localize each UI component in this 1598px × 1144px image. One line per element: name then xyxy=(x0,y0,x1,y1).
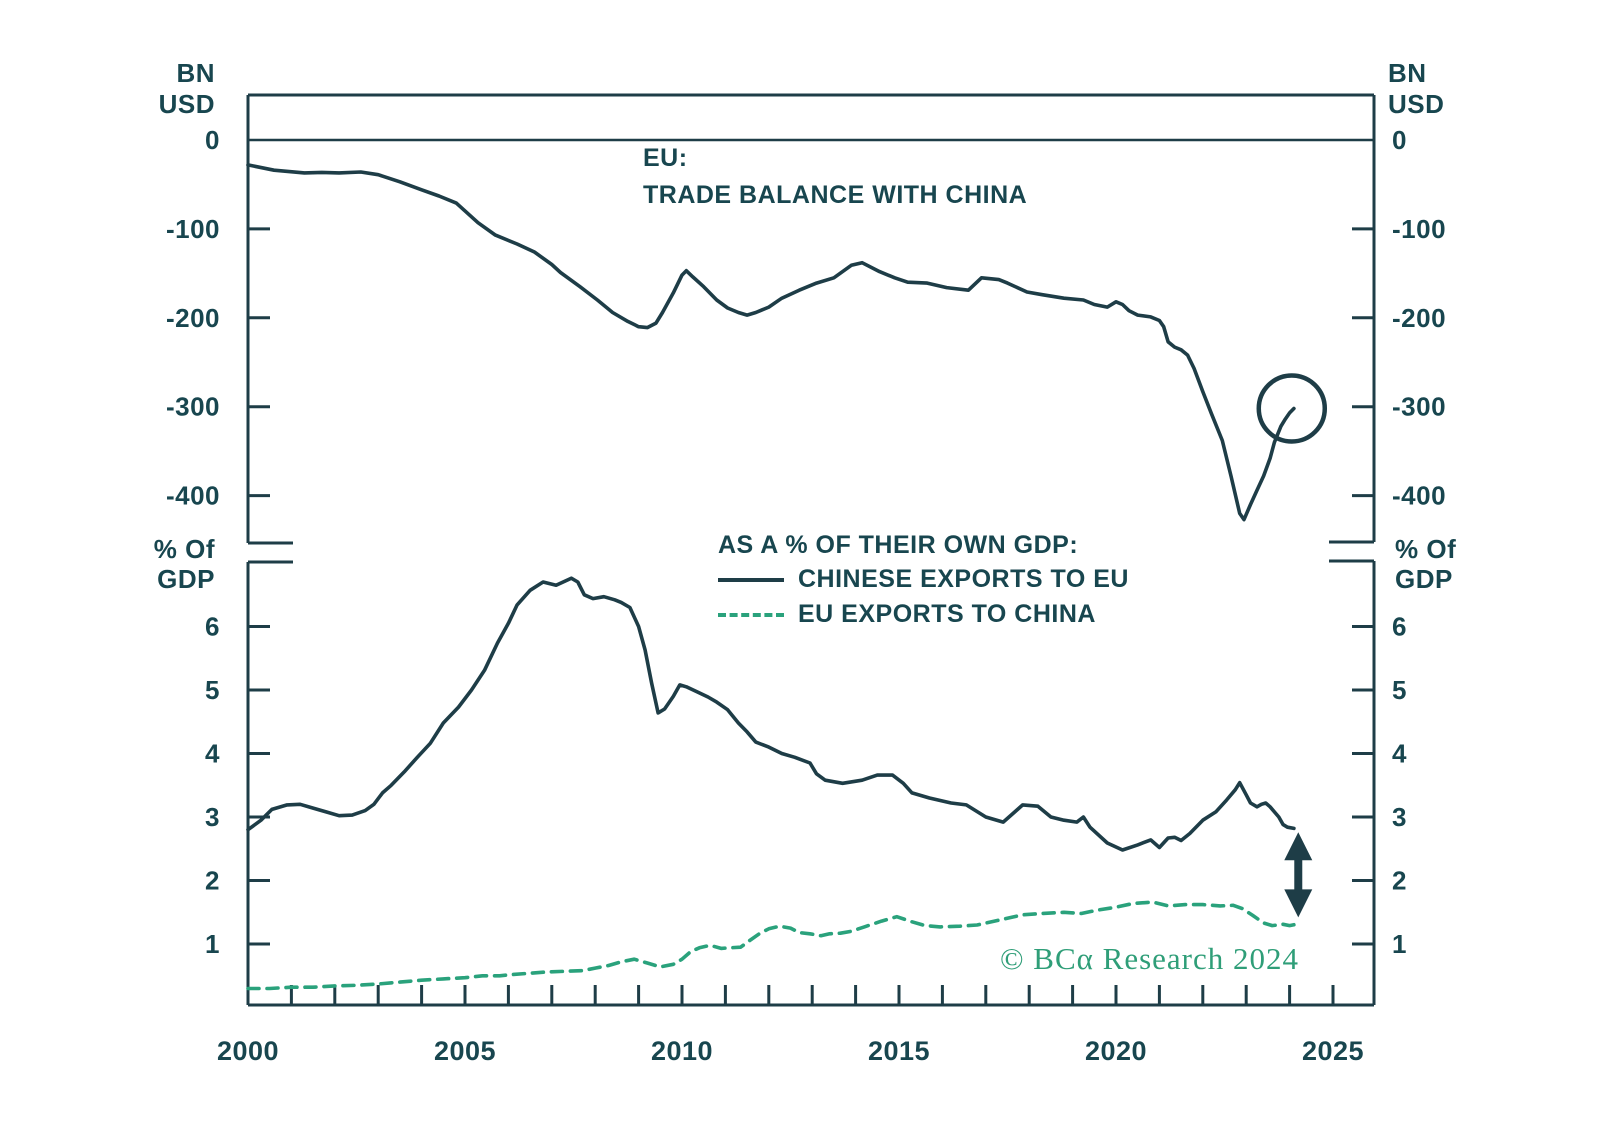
y-tick-label: 2 xyxy=(205,866,220,896)
unit-line: USD xyxy=(158,89,215,119)
dashed-line-icon xyxy=(718,612,784,617)
y-tick-label: 5 xyxy=(1392,675,1407,705)
series-chinese-exports-to-eu xyxy=(246,576,1296,852)
unit-line: BN xyxy=(176,58,215,88)
y-tick-label: 0 xyxy=(1392,125,1407,155)
y-tick-label: 4 xyxy=(205,739,220,769)
solid-line-icon xyxy=(718,577,784,582)
x-tick-label: 2025 xyxy=(1302,1036,1364,1066)
y-tick-label: 3 xyxy=(205,802,220,832)
y-tick-label: 6 xyxy=(205,612,220,642)
chart-title-line1: EU: xyxy=(643,144,688,172)
unit-line: % Of xyxy=(1395,534,1457,564)
y-tick-label: -100 xyxy=(166,214,220,244)
y-tick-label: 5 xyxy=(205,675,220,705)
x-tick-label: 2005 xyxy=(434,1036,496,1066)
y-tick-label: -100 xyxy=(1392,214,1446,244)
y-tick-label: 1 xyxy=(1392,929,1407,959)
legend: AS A % OF THEIR OWN GDP: CHINESE EXPORTS… xyxy=(718,528,1129,632)
y-tick-label: 1 xyxy=(205,929,220,959)
chart-title: EU: TRADE BALANCE WITH CHINA xyxy=(643,140,1027,214)
y-tick-label: 3 xyxy=(1392,802,1407,832)
y-axis-unit-bottom-right: % Of GDP xyxy=(1395,534,1510,594)
x-tick-label: 2015 xyxy=(868,1036,930,1066)
unit-line: USD xyxy=(1388,89,1445,119)
y-tick-label: 2 xyxy=(1392,866,1407,896)
legend-heading: AS A % OF THEIR OWN GDP: xyxy=(718,531,1079,559)
y-tick-label: 6 xyxy=(1392,612,1407,642)
unit-line: % Of xyxy=(153,534,215,564)
y-tick-label: -400 xyxy=(1392,481,1446,511)
series-eu-trade-balance-with-china-bn-usd- xyxy=(246,163,1296,522)
unit-line: BN xyxy=(1388,58,1427,88)
gap-arrow-annotation xyxy=(1284,832,1313,918)
legend-item-chinese-exports: CHINESE EXPORTS TO EU xyxy=(718,562,1129,597)
y-axis-unit-top-left: BN USD xyxy=(100,58,215,120)
y-tick-label: 4 xyxy=(1392,739,1407,769)
unit-line: GDP xyxy=(1395,564,1453,594)
x-tick-label: 2000 xyxy=(217,1036,279,1066)
y-tick-label: -200 xyxy=(1392,303,1446,333)
y-tick-label: 0 xyxy=(205,125,220,155)
unit-line: GDP xyxy=(157,564,215,594)
x-tick-label: 2010 xyxy=(651,1036,713,1066)
y-tick-label: -200 xyxy=(166,303,220,333)
legend-label: CHINESE EXPORTS TO EU xyxy=(798,565,1129,593)
y-axis-unit-top-right: BN USD xyxy=(1388,58,1503,120)
legend-item-eu-exports: EU EXPORTS TO CHINA xyxy=(718,597,1129,632)
circle-annotation xyxy=(1256,373,1328,444)
series-eu-exports-to-china xyxy=(246,900,1298,991)
y-axis-unit-bottom-left: % Of GDP xyxy=(100,534,215,594)
y-tick-label: -400 xyxy=(166,481,220,511)
watermark-copyright: © BCα Research 2024 xyxy=(1000,941,1299,976)
y-tick-label: -300 xyxy=(1392,392,1446,422)
chart-title-line2: TRADE BALANCE WITH CHINA xyxy=(643,181,1028,209)
x-tick-label: 2020 xyxy=(1085,1036,1147,1066)
legend-label: EU EXPORTS TO CHINA xyxy=(798,600,1096,628)
y-tick-label: -300 xyxy=(166,392,220,422)
